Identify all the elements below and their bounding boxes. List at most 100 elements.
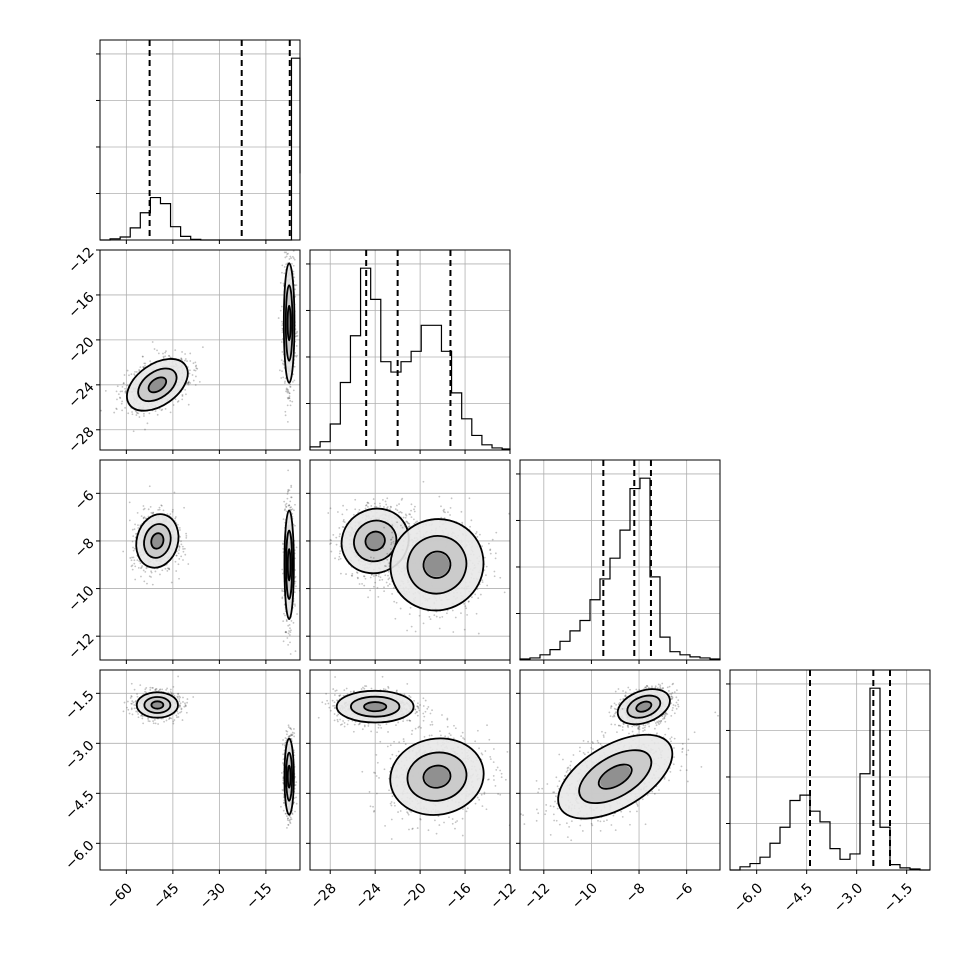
sample-point — [287, 624, 290, 627]
sample-point — [180, 555, 183, 558]
sample-point — [296, 334, 299, 337]
y-tick-label: −10 — [65, 583, 97, 615]
sample-point — [138, 369, 141, 371]
sample-point — [168, 568, 171, 570]
sample-point — [396, 504, 398, 507]
sample-point — [288, 630, 290, 632]
sample-point — [386, 507, 388, 510]
sample-point — [178, 545, 181, 548]
sample-point — [143, 580, 146, 583]
sample-point — [124, 391, 127, 394]
sample-point — [148, 412, 151, 415]
sample-point — [135, 371, 138, 373]
sample-point — [485, 565, 488, 568]
sample-point — [152, 512, 155, 514]
sample-point — [144, 362, 147, 365]
sample-point — [181, 394, 184, 396]
contour-line — [137, 367, 178, 403]
sample-point — [133, 559, 136, 562]
sample-point — [134, 370, 136, 373]
sample-point — [341, 526, 344, 528]
sample-point — [113, 411, 116, 414]
sample-point — [175, 554, 178, 557]
sample-point — [394, 508, 397, 511]
sample-point — [122, 382, 125, 384]
sample-point — [285, 387, 288, 390]
sample-point — [169, 513, 172, 515]
sample-point — [172, 404, 175, 406]
sample-point — [137, 412, 140, 415]
sample-point — [327, 512, 330, 514]
sample-point — [378, 502, 381, 505]
sample-point — [428, 615, 431, 618]
sample-point — [287, 490, 290, 492]
sample-point — [135, 414, 138, 416]
sample-point — [391, 536, 394, 539]
sample-point — [404, 516, 407, 519]
sample-point — [287, 391, 290, 393]
sample-point — [168, 355, 171, 357]
sample-point — [182, 559, 184, 561]
sample-point — [296, 330, 299, 333]
sample-point — [395, 601, 398, 604]
sample-point — [290, 506, 293, 508]
sample-point — [129, 557, 132, 559]
sample-point — [289, 500, 292, 503]
sample-point — [354, 508, 357, 511]
sample-point — [121, 385, 124, 388]
sample-point — [178, 557, 181, 560]
y-tick-label: −8 — [72, 535, 98, 561]
sample-point — [134, 565, 137, 568]
sample-point — [174, 398, 177, 401]
sample-point — [286, 388, 289, 391]
sample-point — [375, 574, 378, 577]
sample-point — [285, 502, 288, 505]
sample-point — [390, 541, 393, 544]
sample-point — [168, 567, 170, 570]
sample-point — [171, 508, 174, 511]
sample-point — [161, 569, 164, 572]
sample-point — [483, 556, 486, 559]
sample-point — [287, 396, 290, 399]
sample-point — [400, 511, 403, 514]
sample-point — [166, 513, 169, 516]
sample-point — [485, 574, 487, 577]
sample-point — [178, 545, 181, 548]
sample-point — [154, 570, 157, 573]
sample-point — [136, 559, 139, 561]
sample-point — [475, 531, 478, 533]
contour-line — [135, 513, 180, 569]
sample-point — [189, 382, 192, 384]
sample-point — [294, 575, 297, 578]
sample-point — [173, 491, 176, 494]
sample-point — [128, 519, 131, 522]
sample-point — [143, 415, 145, 417]
sample-point — [335, 543, 338, 546]
sample-point — [192, 379, 195, 382]
sample-point — [391, 593, 394, 595]
histogram-panel-0 — [96, 39, 301, 244]
sample-point — [287, 252, 289, 255]
sample-point — [150, 511, 153, 514]
sample-point — [289, 641, 291, 644]
sample-point — [285, 506, 288, 508]
sample-point — [146, 582, 148, 585]
sample-point — [185, 532, 188, 535]
sample-point — [292, 380, 294, 383]
sample-point — [124, 387, 126, 390]
sample-point — [178, 549, 180, 551]
sample-point — [379, 505, 382, 507]
sample-point — [282, 572, 284, 575]
sample-point — [366, 501, 369, 504]
sample-point — [294, 650, 297, 653]
sample-point — [283, 500, 286, 503]
sample-point — [178, 546, 181, 549]
sample-point — [410, 503, 413, 506]
y-tick-label: −12 — [65, 244, 97, 276]
contour-line — [285, 529, 294, 600]
sample-point — [339, 557, 342, 560]
sample-point — [378, 579, 381, 582]
sample-point — [142, 366, 145, 369]
sample-point — [143, 362, 146, 365]
sample-point — [144, 570, 147, 573]
